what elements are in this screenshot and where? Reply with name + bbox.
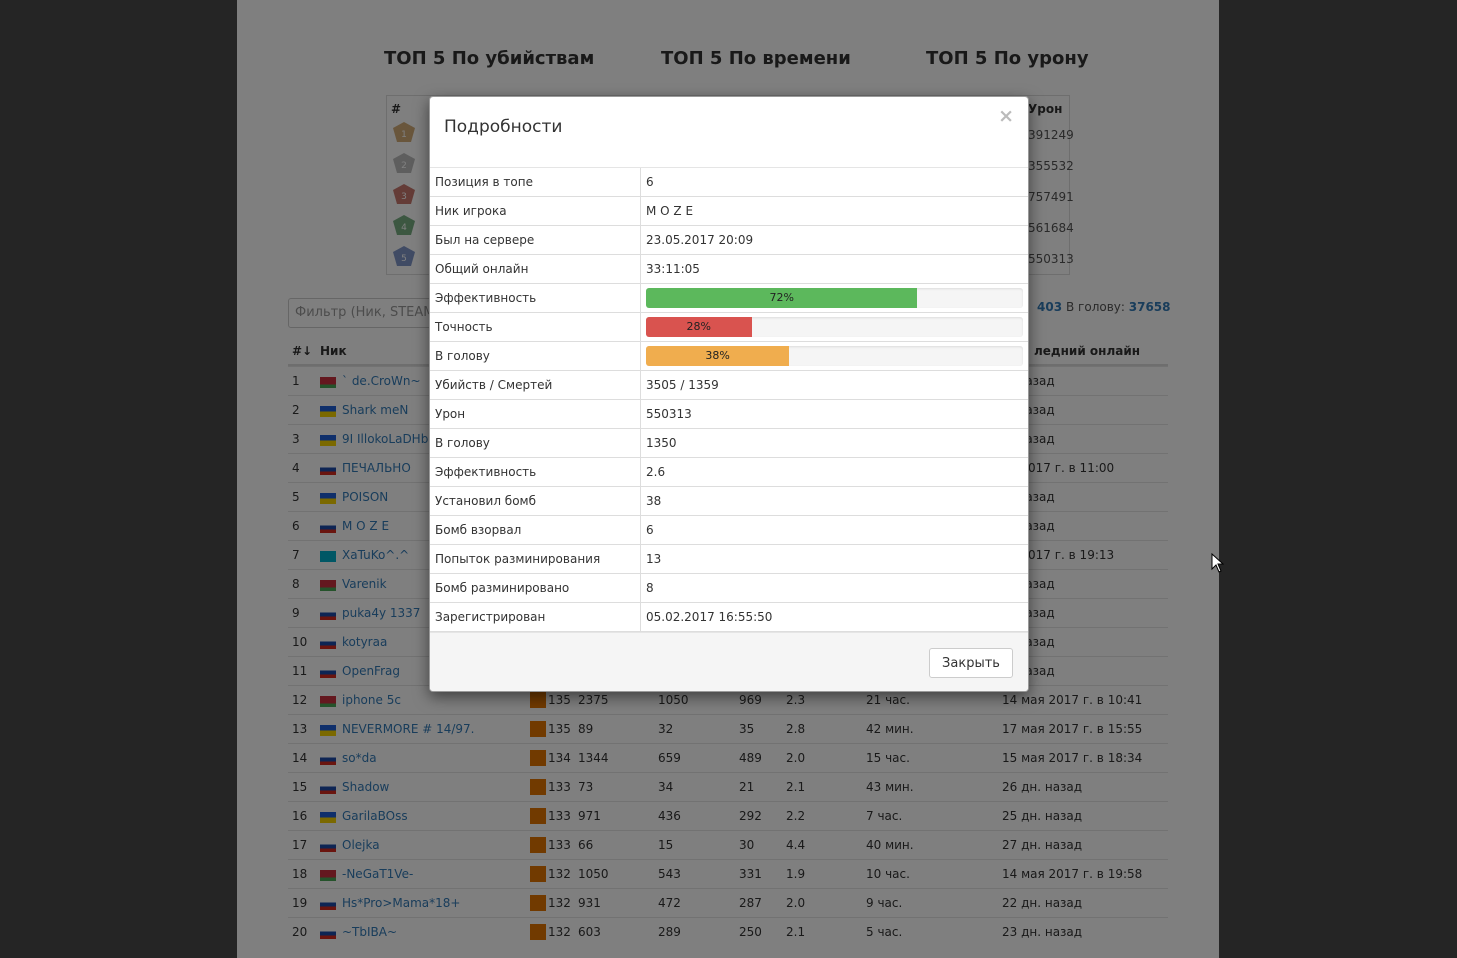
- detail-row: Точность 28%: [430, 313, 1028, 342]
- detail-row: Установил бомб 38: [430, 487, 1028, 516]
- progress-track: 72%: [646, 288, 1023, 308]
- detail-value: 2.6: [646, 465, 666, 479]
- detail-label: Был на сервере: [430, 226, 641, 254]
- detail-label: В голову: [430, 342, 641, 370]
- detail-label: В голову: [430, 429, 641, 457]
- mouse-cursor-icon: [1211, 553, 1225, 573]
- detail-value: 38: [646, 494, 662, 508]
- detail-row: Был на сервере 23.05.2017 20:09: [430, 226, 1028, 255]
- details-table: Позиция в топе 6 Ник игрока M O Z E Был на с…: [430, 168, 1028, 633]
- detail-value: 28%: [641, 313, 1028, 341]
- progress-bar: 72%: [646, 288, 918, 308]
- detail-value: 6: [646, 523, 654, 537]
- detail-row: Бомб разминировано 8: [430, 574, 1028, 603]
- progress-track: 28%: [646, 317, 1023, 337]
- detail-value: 05.02.2017 16:55:50: [646, 610, 773, 624]
- detail-label: Ник игрока: [430, 197, 641, 225]
- progress-track: 38%: [646, 346, 1023, 366]
- detail-label: Убийств / Смертей: [430, 371, 641, 399]
- detail-row: Зарегистрирован 05.02.2017 16:55:50: [430, 603, 1028, 632]
- detail-value: 1350: [646, 436, 677, 450]
- detail-value: 6: [646, 175, 654, 189]
- detail-label: Точность: [430, 313, 641, 341]
- close-button[interactable]: Закрыть: [929, 648, 1013, 678]
- detail-row: Эффективность 2.6: [430, 458, 1028, 487]
- detail-label: Попыток разминирования: [430, 545, 641, 573]
- detail-value: 23.05.2017 20:09: [646, 233, 754, 247]
- detail-value: 38%: [641, 342, 1028, 370]
- detail-value: 3505 / 1359: [646, 378, 719, 392]
- detail-label: Общий онлайн: [430, 255, 641, 283]
- detail-value: 8: [646, 581, 654, 595]
- detail-row: В голову 38%: [430, 342, 1028, 371]
- details-modal: Подробности × Позиция в топе 6 Ник игрока M…: [429, 96, 1029, 692]
- detail-row: Бомб взорвал 6: [430, 516, 1028, 545]
- modal-header: Подробности ×: [430, 97, 1028, 168]
- detail-label: Позиция в топе: [430, 168, 641, 196]
- detail-row: Позиция в топе 6: [430, 168, 1028, 197]
- modal-footer: Закрыть: [430, 632, 1028, 691]
- progress-bar: 38%: [646, 346, 790, 366]
- detail-label: Эффективность: [430, 458, 641, 486]
- modal-title: Подробности: [444, 117, 563, 137]
- detail-row: Урон 550313: [430, 400, 1028, 429]
- detail-label: Установил бомб: [430, 487, 641, 515]
- detail-value: 13: [646, 552, 662, 566]
- detail-row: Эффективность 72%: [430, 284, 1028, 313]
- detail-value: 33:11:05: [646, 262, 700, 276]
- detail-row: Убийств / Смертей 3505 / 1359: [430, 371, 1028, 400]
- detail-row: Ник игрока M O Z E: [430, 197, 1028, 226]
- detail-label: Бомб взорвал: [430, 516, 641, 544]
- detail-row: В голову 1350: [430, 429, 1028, 458]
- close-icon[interactable]: ×: [998, 105, 1014, 127]
- detail-row: Общий онлайн 33:11:05: [430, 255, 1028, 284]
- detail-value: 72%: [641, 284, 1028, 312]
- detail-label: Зарегистрирован: [430, 603, 641, 631]
- progress-bar: 28%: [646, 317, 752, 337]
- detail-label: Эффективность: [430, 284, 641, 312]
- detail-label: Бомб разминировано: [430, 574, 641, 602]
- detail-label: Урон: [430, 400, 641, 428]
- detail-row: Попыток разминирования 13: [430, 545, 1028, 574]
- detail-value: M O Z E: [646, 204, 694, 218]
- detail-value: 550313: [646, 407, 692, 421]
